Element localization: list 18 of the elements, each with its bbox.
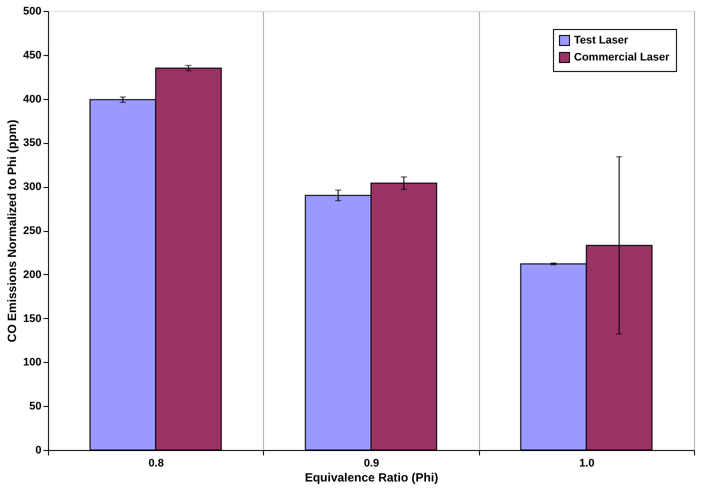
x-tick-label: 0.8	[148, 458, 164, 470]
y-tick-label: 300	[23, 181, 42, 194]
x-tick-label: 0.9	[364, 458, 380, 470]
legend-label: Commercial Laser	[574, 52, 670, 64]
y-tick-label: 500	[23, 6, 42, 18]
y-tick-label: 250	[23, 225, 42, 237]
y-tick-label: 0	[35, 444, 42, 456]
y-axis-title: CO Emissions Normalized to Phi (ppm)	[5, 120, 20, 342]
y-tick-label: 450	[23, 49, 42, 62]
y-tick-label: 100	[23, 356, 42, 369]
y-tick-label: 150	[23, 312, 42, 325]
y-tick-label: 400	[23, 93, 42, 106]
x-tick-label: 1.0	[579, 458, 594, 470]
legend-label: Test Laser	[574, 34, 629, 46]
y-tick-label: 200	[23, 268, 42, 281]
x-axis-title: Equivalence Ratio (Phi)	[304, 470, 438, 484]
y-tick-label: 50	[29, 400, 42, 413]
y-tick-label: 350	[23, 137, 42, 150]
